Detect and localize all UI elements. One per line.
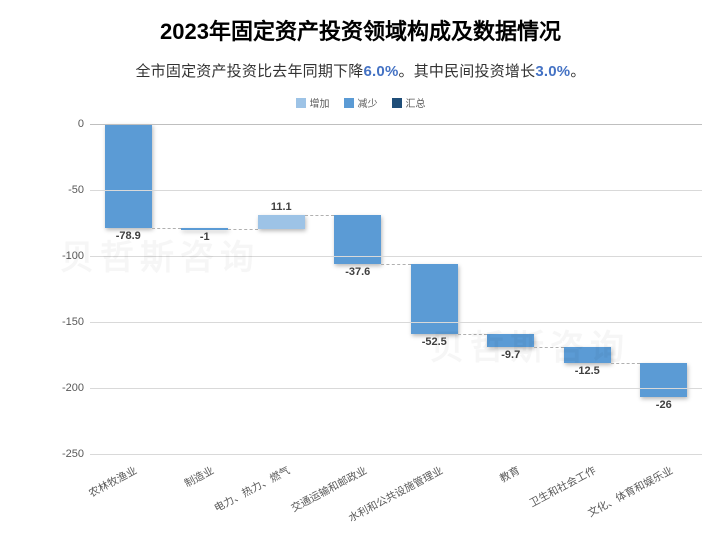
bar	[258, 215, 305, 230]
connector	[152, 228, 181, 229]
bar	[181, 228, 228, 230]
gridline	[90, 322, 702, 323]
gridline	[90, 388, 702, 389]
bar-value-label: -9.7	[501, 349, 520, 361]
legend-swatch	[392, 98, 402, 108]
ytick-label: -50	[48, 184, 84, 196]
connector	[381, 264, 410, 265]
bar	[105, 124, 152, 228]
bar	[487, 334, 534, 347]
bar-value-label: 11.1	[271, 201, 292, 213]
legend-label: 减少	[358, 95, 378, 110]
ytick-label: -100	[48, 250, 84, 262]
xtick-label: 电力、热力、燃气	[212, 463, 293, 516]
connector	[228, 229, 257, 230]
bar-value-label: -26	[656, 399, 672, 411]
legend-swatch	[296, 98, 306, 108]
bar-value-label: -12.5	[575, 365, 600, 377]
ytick-label: -200	[48, 382, 84, 394]
subtitle-text: 。	[570, 63, 585, 80]
connector	[611, 363, 640, 364]
xtick-label: 教育	[497, 463, 523, 486]
ytick-label: -150	[48, 316, 84, 328]
legend-item: 减少	[344, 95, 378, 110]
xtick-label: 卫生和社会工作	[527, 463, 599, 511]
ytick-label: 0	[48, 118, 84, 130]
connector	[305, 215, 334, 216]
legend-label: 增加	[310, 95, 330, 110]
ytick-label: -250	[48, 448, 84, 460]
chart-subtitle: 全市固定资产投资比去年同期下降6.0%。其中民间投资增长3.0%。	[0, 46, 721, 81]
xtick-label: 农林牧渔业	[86, 463, 139, 501]
chart-title: 2023年固定资产投资领域构成及数据情况	[0, 0, 721, 46]
bar	[564, 347, 611, 364]
subtitle-text: 。其中民间投资增长	[399, 63, 536, 80]
xtick-label: 制造业	[181, 463, 216, 491]
plot-area: -78.9-111.1-37.6-52.5-9.7-12.5-26农林牧渔业制造…	[90, 124, 702, 454]
bar-value-label: -1	[200, 231, 210, 243]
bar-value-label: -52.5	[422, 336, 447, 348]
subtitle-highlight: 3.0%	[535, 63, 570, 80]
bar-value-label: -78.9	[116, 230, 141, 242]
bar-value-label: -37.6	[345, 266, 370, 278]
legend: 增加 减少 汇总	[0, 81, 721, 110]
gridline	[90, 124, 702, 125]
legend-item: 汇总	[392, 95, 426, 110]
xtick-label: 文化、体育和娱乐业	[585, 463, 675, 521]
subtitle-text: 全市固定资产投资比去年同期下降	[135, 63, 363, 80]
connector	[534, 347, 563, 348]
legend-swatch	[344, 98, 354, 108]
gridline	[90, 454, 702, 455]
bar	[640, 363, 687, 397]
connector	[458, 334, 487, 335]
gridline	[90, 256, 702, 257]
subtitle-highlight: 6.0%	[364, 63, 399, 80]
gridline	[90, 190, 702, 191]
bar	[411, 264, 458, 333]
waterfall-chart: -78.9-111.1-37.6-52.5-9.7-12.5-26农林牧渔业制造…	[42, 124, 702, 454]
legend-label: 汇总	[406, 95, 426, 110]
legend-item: 增加	[296, 95, 330, 110]
